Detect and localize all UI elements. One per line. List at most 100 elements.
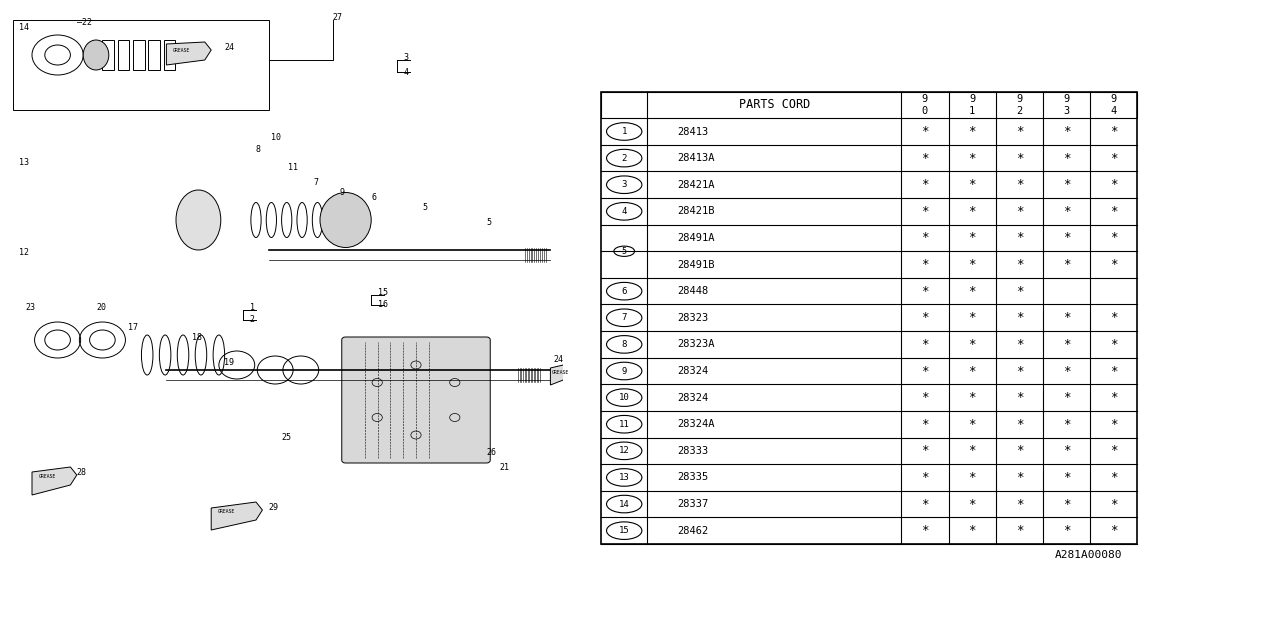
Text: 14: 14 <box>618 500 630 509</box>
FancyBboxPatch shape <box>342 337 490 463</box>
Text: 28491A: 28491A <box>677 233 716 243</box>
Text: 26: 26 <box>486 448 497 457</box>
Text: *: * <box>922 524 929 537</box>
Text: *: * <box>1110 497 1117 511</box>
Text: 28333: 28333 <box>677 446 709 456</box>
Text: 9
2: 9 2 <box>1016 94 1023 116</box>
Text: 28413: 28413 <box>677 127 709 136</box>
Text: GREASE: GREASE <box>173 48 189 53</box>
Ellipse shape <box>320 193 371 248</box>
Text: 13: 13 <box>618 473 630 482</box>
Text: 9
4: 9 4 <box>1111 94 1116 116</box>
Text: 28421B: 28421B <box>677 206 716 216</box>
Text: *: * <box>969 152 975 164</box>
Text: *: * <box>1015 125 1023 138</box>
Polygon shape <box>211 502 262 530</box>
Text: 20: 20 <box>96 303 106 312</box>
Text: 10: 10 <box>618 393 630 402</box>
Text: 2: 2 <box>622 154 627 163</box>
Text: *: * <box>1015 311 1023 324</box>
Text: 14: 14 <box>19 23 29 32</box>
Text: *: * <box>1110 205 1117 218</box>
Text: 28448: 28448 <box>677 286 709 296</box>
Text: *: * <box>1110 444 1117 458</box>
Text: *: * <box>1062 444 1070 458</box>
Text: 13: 13 <box>19 158 29 167</box>
Polygon shape <box>550 365 566 385</box>
Text: 3: 3 <box>403 53 408 62</box>
Text: *: * <box>969 205 975 218</box>
Text: *: * <box>969 178 975 191</box>
Text: *: * <box>1062 338 1070 351</box>
Text: *: * <box>1015 471 1023 484</box>
Text: 28: 28 <box>77 468 87 477</box>
Text: *: * <box>1015 524 1023 537</box>
Text: *: * <box>1015 365 1023 378</box>
Text: 28324: 28324 <box>677 392 709 403</box>
Text: *: * <box>1110 524 1117 537</box>
Text: 11: 11 <box>288 163 298 172</box>
Text: *: * <box>1062 418 1070 431</box>
Text: *: * <box>1015 285 1023 298</box>
Text: 12: 12 <box>618 446 630 455</box>
Text: 7: 7 <box>314 178 319 187</box>
Text: *: * <box>1110 471 1117 484</box>
Polygon shape <box>32 467 77 495</box>
Text: 28324A: 28324A <box>677 419 716 429</box>
Text: *: * <box>1062 258 1070 271</box>
Text: *: * <box>922 365 929 378</box>
Text: *: * <box>1110 311 1117 324</box>
Text: 9
0: 9 0 <box>922 94 928 116</box>
Text: *: * <box>922 497 929 511</box>
Text: *: * <box>1062 232 1070 244</box>
Text: 5: 5 <box>622 247 627 256</box>
Ellipse shape <box>177 190 221 250</box>
Text: *: * <box>922 338 929 351</box>
Text: *: * <box>922 311 929 324</box>
Text: *: * <box>922 391 929 404</box>
Text: *: * <box>1110 258 1117 271</box>
Text: *: * <box>1015 258 1023 271</box>
Text: *: * <box>922 258 929 271</box>
Text: *: * <box>1062 311 1070 324</box>
Text: 25: 25 <box>282 433 292 442</box>
Text: *: * <box>969 338 975 351</box>
Text: GREASE: GREASE <box>218 509 234 514</box>
Text: *: * <box>1062 365 1070 378</box>
Text: 28491B: 28491B <box>677 260 716 269</box>
Text: —22: —22 <box>77 18 92 27</box>
Text: *: * <box>969 125 975 138</box>
Text: 18: 18 <box>192 333 202 342</box>
Text: 8: 8 <box>622 340 627 349</box>
Text: *: * <box>1110 418 1117 431</box>
Text: 24: 24 <box>553 355 563 364</box>
Text: 29: 29 <box>269 503 279 512</box>
Text: *: * <box>1062 205 1070 218</box>
Text: 16: 16 <box>378 300 388 309</box>
Text: *: * <box>1062 391 1070 404</box>
Text: *: * <box>1015 444 1023 458</box>
Text: *: * <box>1110 338 1117 351</box>
Text: *: * <box>969 232 975 244</box>
Text: *: * <box>1062 471 1070 484</box>
Text: A281A00080: A281A00080 <box>1055 550 1123 560</box>
Text: *: * <box>1110 125 1117 138</box>
Text: 28421A: 28421A <box>677 180 716 189</box>
Text: *: * <box>922 418 929 431</box>
Text: *: * <box>922 232 929 244</box>
Text: 28462: 28462 <box>677 525 709 536</box>
Text: PARTS CORD: PARTS CORD <box>739 99 810 111</box>
Text: 28323A: 28323A <box>677 339 716 349</box>
Text: 15: 15 <box>378 288 388 297</box>
Text: 9
3: 9 3 <box>1064 94 1070 116</box>
Text: *: * <box>969 365 975 378</box>
Text: GREASE: GREASE <box>552 370 568 375</box>
Text: *: * <box>922 125 929 138</box>
Text: *: * <box>969 524 975 537</box>
Text: *: * <box>1015 232 1023 244</box>
Text: GREASE: GREASE <box>38 474 55 479</box>
Text: *: * <box>1110 232 1117 244</box>
Text: 5: 5 <box>486 218 492 227</box>
Text: 9: 9 <box>339 188 344 197</box>
Text: 2: 2 <box>250 315 255 324</box>
